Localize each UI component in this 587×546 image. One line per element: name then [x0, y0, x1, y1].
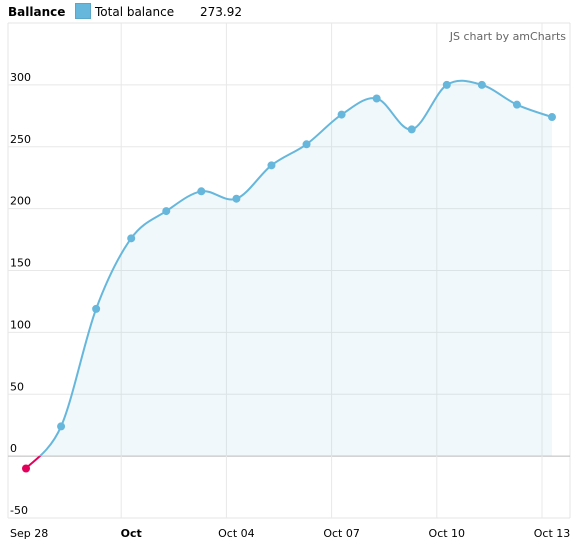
data-point[interactable]	[302, 140, 311, 149]
x-axis: Sep 28 Oct Oct 04 Oct 07 Oct 10 Oct 13	[10, 527, 570, 540]
amcharts-credit[interactable]: JS chart by amCharts	[449, 30, 566, 43]
line-layer	[25, 79, 553, 470]
data-point[interactable]	[548, 113, 556, 122]
y-tick-label: 200	[10, 195, 31, 208]
data-point[interactable]	[127, 234, 136, 243]
data-point[interactable]	[442, 80, 451, 89]
y-tick-label: -50	[10, 504, 28, 517]
y-tick-label: 300	[10, 71, 31, 84]
y-tick-label: 0	[10, 442, 17, 455]
area-layer	[26, 80, 552, 457]
legend-entry-value: 273.92	[200, 5, 242, 19]
x-tick-label: Oct 13	[534, 527, 571, 540]
series-line	[38, 79, 553, 457]
legend-series-title: Ballance	[8, 5, 66, 19]
data-point[interactable]	[92, 304, 101, 313]
data-point[interactable]	[162, 207, 171, 216]
y-tick-label: 100	[10, 318, 31, 331]
data-point[interactable]	[22, 464, 30, 473]
data-point[interactable]	[477, 80, 486, 89]
data-point[interactable]	[267, 161, 276, 170]
data-point[interactable]	[232, 194, 241, 203]
legend: Ballance Total balance 273.92	[0, 0, 587, 24]
data-point[interactable]	[512, 100, 521, 109]
x-tick-label: Oct 04	[218, 527, 255, 540]
data-point[interactable]	[57, 422, 66, 431]
data-point[interactable]	[337, 110, 346, 119]
data-point[interactable]	[372, 94, 381, 103]
x-tick-label: Sep 28	[10, 527, 48, 540]
x-tick-label: Oct 10	[429, 527, 466, 540]
data-point[interactable]	[407, 125, 416, 134]
data-point[interactable]	[197, 187, 206, 196]
point-layer	[22, 80, 556, 473]
y-tick-label: 50	[10, 380, 24, 393]
series-area	[26, 80, 552, 457]
x-tick-label: Oct	[121, 527, 142, 540]
legend-entry-label[interactable]: Total balance	[95, 5, 175, 19]
legend-color-marker[interactable]	[75, 3, 91, 19]
x-tick-label: Oct 07	[323, 527, 360, 540]
y-tick-label: 250	[10, 133, 31, 146]
grid	[7, 22, 571, 519]
y-axis: -50 0 50 100 150 200 250 300	[10, 71, 31, 517]
y-tick-label: 150	[10, 257, 31, 270]
